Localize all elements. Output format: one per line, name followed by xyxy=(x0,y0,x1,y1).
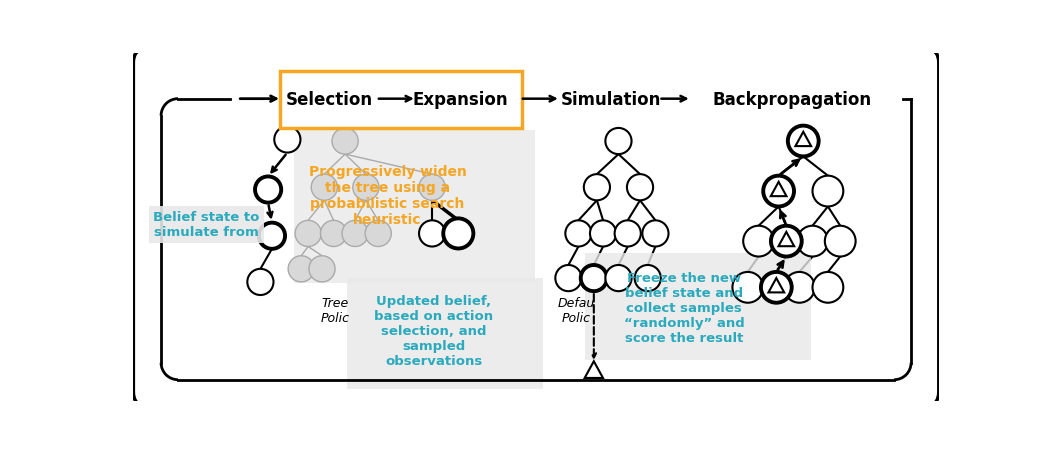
Circle shape xyxy=(581,265,607,291)
Circle shape xyxy=(332,129,358,155)
FancyBboxPatch shape xyxy=(134,50,939,406)
Circle shape xyxy=(258,223,286,249)
Circle shape xyxy=(288,256,314,282)
Polygon shape xyxy=(771,182,787,197)
Circle shape xyxy=(274,127,300,153)
Circle shape xyxy=(295,221,321,247)
Circle shape xyxy=(444,219,474,249)
Text: Simulation: Simulation xyxy=(561,91,661,108)
Circle shape xyxy=(764,176,794,207)
Polygon shape xyxy=(778,232,794,247)
Text: Freeze the new
belief state and
collect samples
“randomly” and
score the result: Freeze the new belief state and collect … xyxy=(623,271,745,344)
Circle shape xyxy=(627,175,653,201)
Circle shape xyxy=(642,221,668,247)
Text: Belief state to
simulate from: Belief state to simulate from xyxy=(154,211,259,239)
Polygon shape xyxy=(795,133,811,147)
Circle shape xyxy=(615,221,641,247)
FancyBboxPatch shape xyxy=(294,131,536,284)
Circle shape xyxy=(797,226,827,257)
Circle shape xyxy=(764,176,794,207)
FancyBboxPatch shape xyxy=(279,72,522,129)
Circle shape xyxy=(342,221,368,247)
Text: Defau
Polic: Defau Polic xyxy=(558,297,595,325)
Circle shape xyxy=(606,129,632,155)
Text: Tree
Polic: Tree Polic xyxy=(321,297,349,325)
Circle shape xyxy=(606,265,632,291)
Circle shape xyxy=(309,256,335,282)
Text: Updated belief,
based on action
selection, and
sampled
observations: Updated belief, based on action selectio… xyxy=(374,295,494,367)
FancyBboxPatch shape xyxy=(347,278,543,389)
Circle shape xyxy=(813,272,843,303)
Circle shape xyxy=(353,175,379,201)
Circle shape xyxy=(419,175,446,201)
Circle shape xyxy=(365,221,391,247)
Circle shape xyxy=(788,126,819,157)
Text: Backpropagation: Backpropagation xyxy=(712,91,871,108)
Text: Selection: Selection xyxy=(287,91,373,108)
Circle shape xyxy=(320,221,346,247)
Circle shape xyxy=(312,175,338,201)
Circle shape xyxy=(247,269,273,295)
Circle shape xyxy=(813,176,843,207)
Circle shape xyxy=(635,265,661,291)
Circle shape xyxy=(760,272,792,303)
Circle shape xyxy=(825,226,856,257)
Text: Expansion: Expansion xyxy=(413,91,508,108)
Circle shape xyxy=(744,226,774,257)
Polygon shape xyxy=(585,361,602,378)
Polygon shape xyxy=(769,278,784,293)
Circle shape xyxy=(255,177,281,203)
Circle shape xyxy=(419,221,446,247)
Circle shape xyxy=(565,221,592,247)
Circle shape xyxy=(771,226,801,257)
Circle shape xyxy=(584,175,610,201)
Text: Progressively widen
the tree using a
probabilistic search
heuristic: Progressively widen the tree using a pro… xyxy=(309,164,467,227)
Circle shape xyxy=(732,272,764,303)
FancyBboxPatch shape xyxy=(585,254,811,361)
Circle shape xyxy=(784,272,815,303)
Circle shape xyxy=(590,221,616,247)
Circle shape xyxy=(771,226,801,257)
Circle shape xyxy=(555,265,582,291)
Circle shape xyxy=(760,272,792,303)
